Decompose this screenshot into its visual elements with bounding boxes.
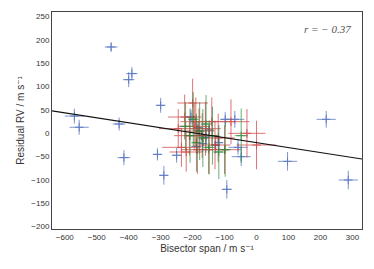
svg-text:100: 100 bbox=[36, 82, 50, 91]
svg-text:−200: −200 bbox=[31, 222, 50, 231]
svg-text:−400: −400 bbox=[120, 233, 139, 242]
svg-text:−50: −50 bbox=[36, 152, 50, 161]
svg-text:200: 200 bbox=[36, 36, 50, 45]
svg-text:Residual RV / m s⁻¹: Residual RV / m s⁻¹ bbox=[15, 76, 26, 165]
svg-text:−200: −200 bbox=[184, 233, 203, 242]
svg-text:50: 50 bbox=[40, 106, 49, 115]
svg-text:0: 0 bbox=[45, 129, 50, 138]
svg-text:−150: −150 bbox=[31, 199, 50, 208]
svg-text:r = − 0.37: r = − 0.37 bbox=[304, 23, 351, 35]
svg-text:Bisector span / m s⁻¹: Bisector span / m s⁻¹ bbox=[160, 243, 254, 254]
svg-text:0: 0 bbox=[254, 233, 259, 242]
svg-text:150: 150 bbox=[36, 59, 50, 68]
svg-text:−600: −600 bbox=[56, 233, 75, 242]
svg-text:−100: −100 bbox=[31, 176, 50, 185]
svg-text:−100: −100 bbox=[216, 233, 235, 242]
svg-text:−500: −500 bbox=[88, 233, 107, 242]
svg-text:300: 300 bbox=[346, 233, 360, 242]
svg-text:200: 200 bbox=[314, 233, 328, 242]
svg-text:−300: −300 bbox=[152, 233, 171, 242]
svg-text:250: 250 bbox=[36, 12, 50, 21]
svg-text:100: 100 bbox=[282, 233, 296, 242]
